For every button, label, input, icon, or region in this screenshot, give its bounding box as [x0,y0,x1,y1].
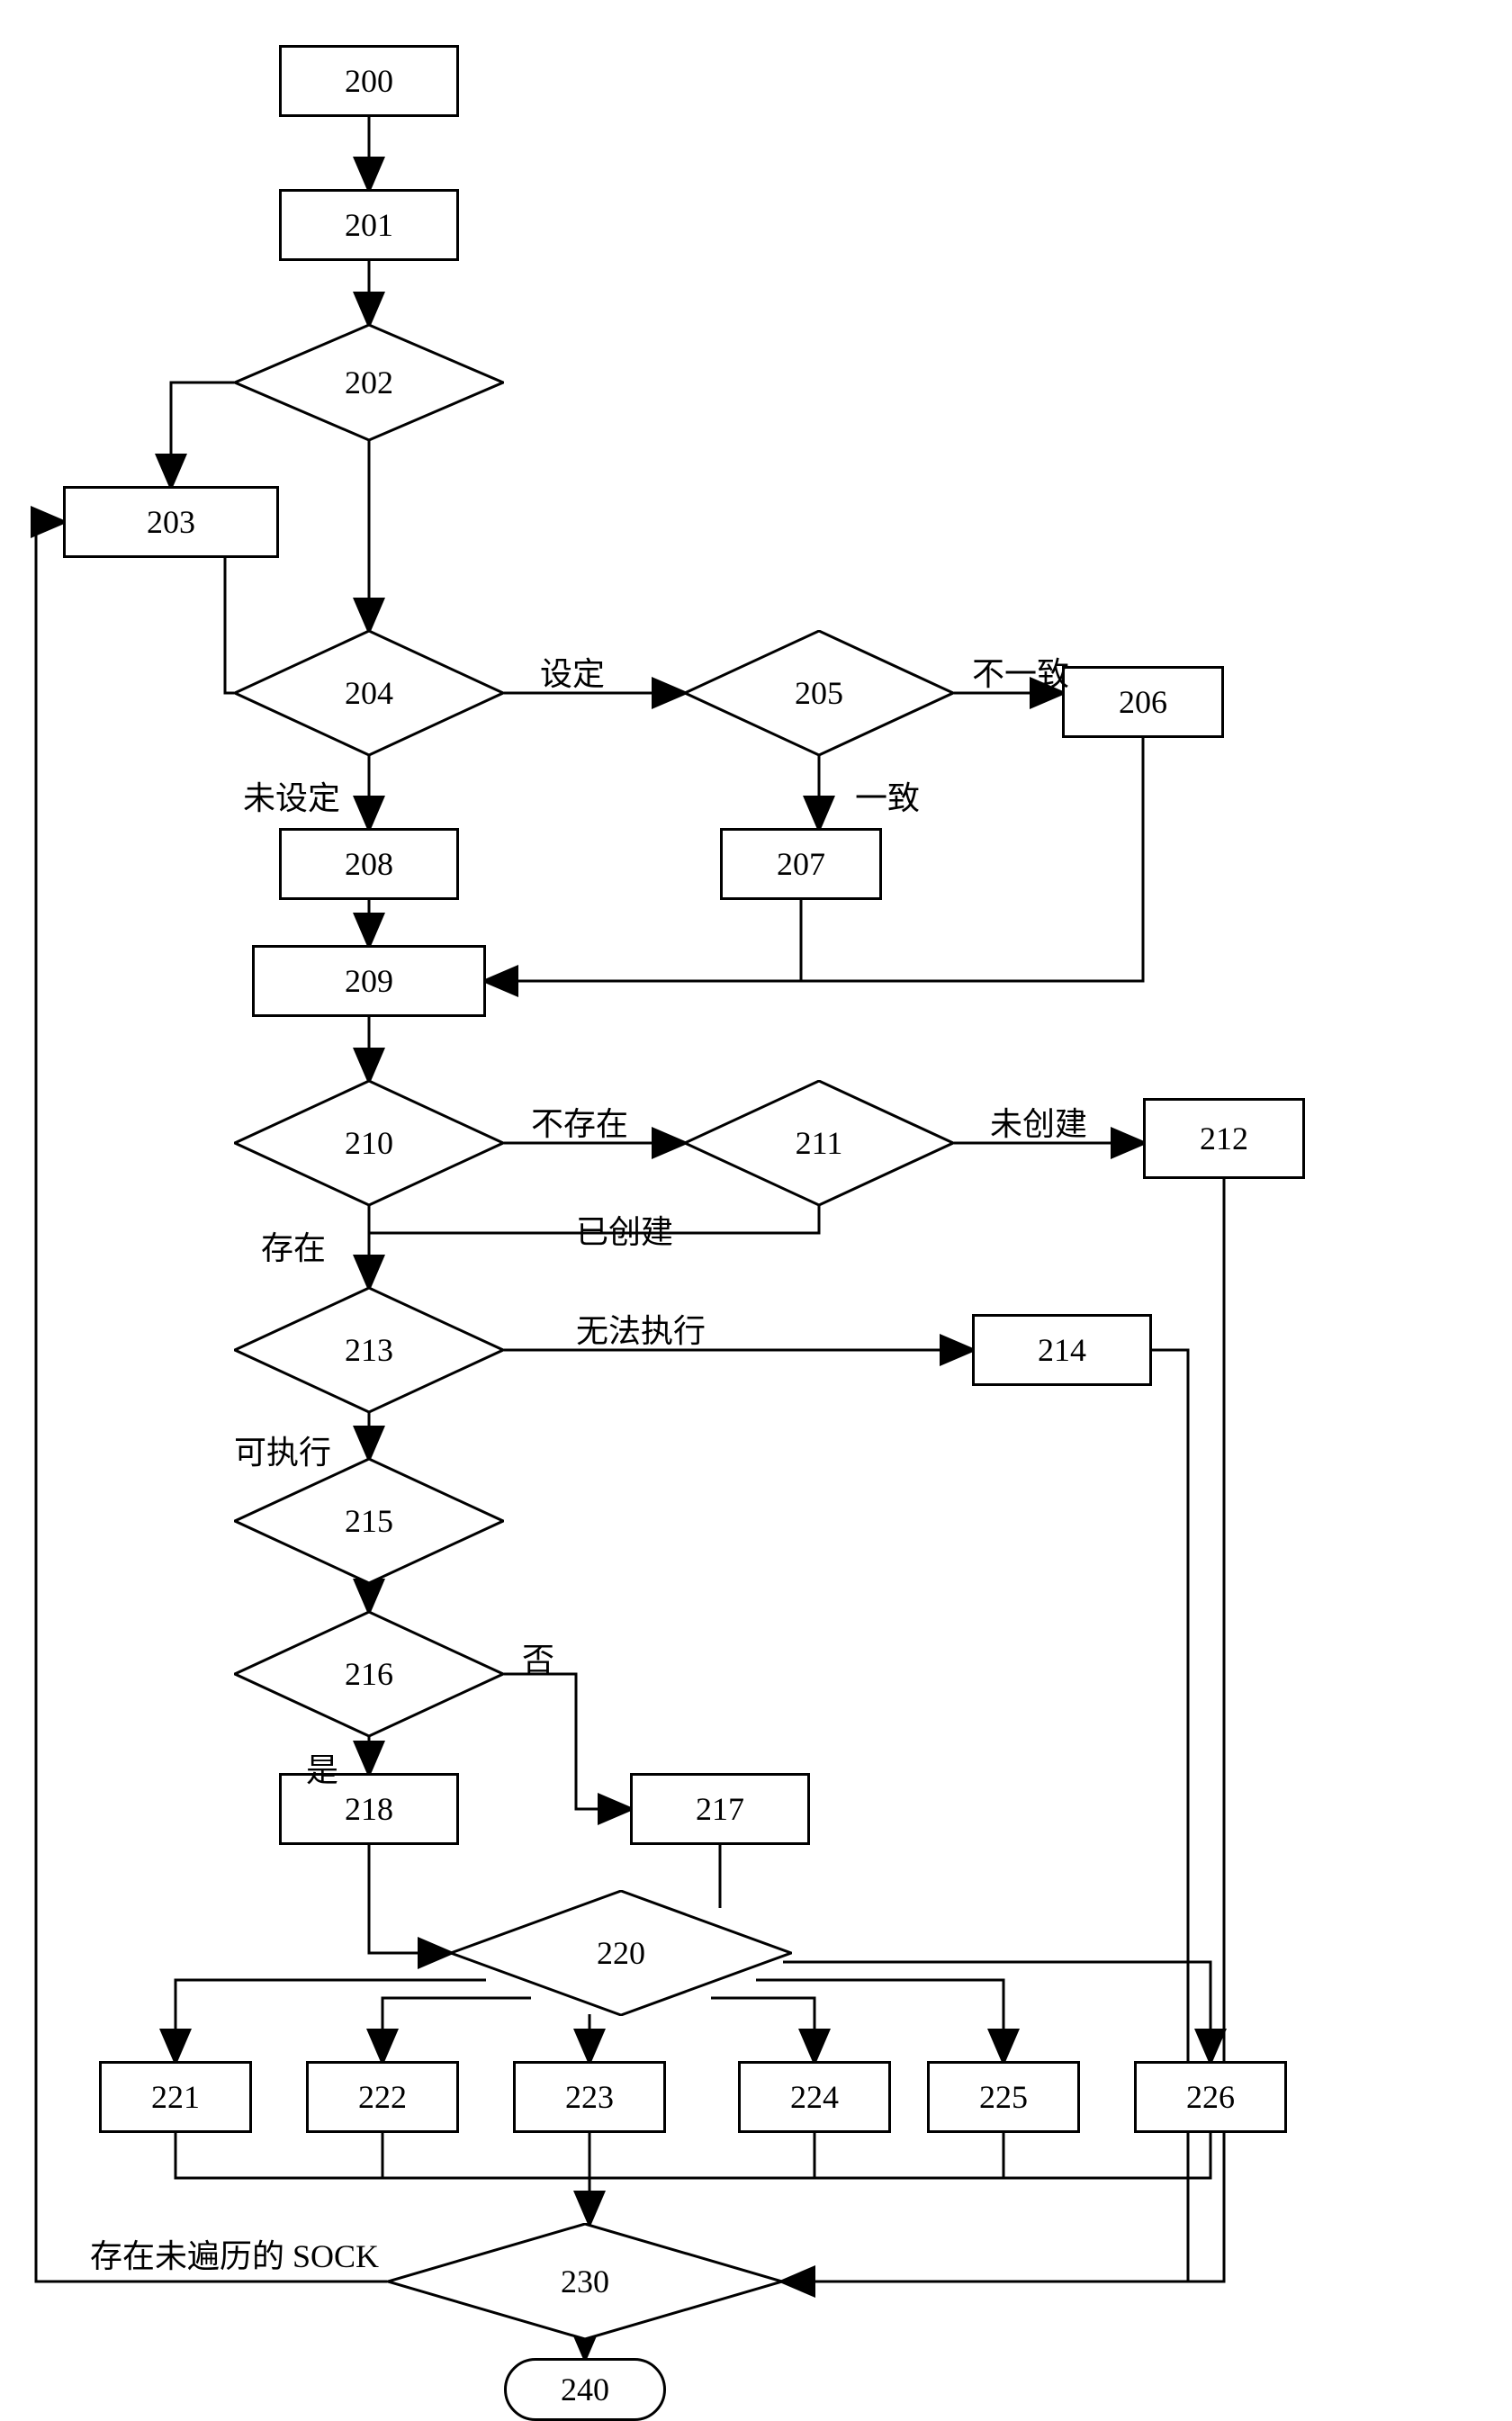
node-216: 216 [234,1611,504,1737]
edge-label: 不一致 [972,648,1069,695]
node-206: 206 [1062,666,1224,738]
node-230: 230 [387,2223,783,2340]
flowchart-canvas: 200 201 202 203 204 205 206 207 208 209 210 211 212 2… [0,0,1512,2401]
node-224: 224 [738,2061,891,2133]
node-225: 225 [927,2061,1080,2133]
node-212: 212 [1143,1098,1305,1179]
edge-label: 否 [522,1634,554,1680]
node-205: 205 [684,630,954,756]
node-214: 214 [972,1314,1152,1386]
node-220: 220 [450,1890,792,2016]
edge-label: 一致 [855,772,920,819]
edge-label: 已创建 [576,1206,673,1253]
node-201: 201 [279,189,459,261]
node-222: 222 [306,2061,459,2133]
node-200: 200 [279,45,459,117]
edge-label: 无法执行 [576,1305,706,1352]
edge-label: 不存在 [531,1098,628,1145]
node-221: 221 [99,2061,252,2133]
node-209: 209 [252,945,486,1017]
edge-label: 未创建 [990,1098,1087,1145]
edge-label: 设定 [540,648,605,695]
edge-label: 可执行 [234,1426,331,1473]
node-207: 207 [720,828,882,900]
edge-label: 存在 [261,1222,326,1269]
node-226: 226 [1134,2061,1287,2133]
node-211: 211 [684,1080,954,1206]
node-223: 223 [513,2061,666,2133]
node-204: 204 [234,630,504,756]
node-240: 240 [504,2358,666,2421]
node-215: 215 [234,1458,504,1584]
edge-label: 存在未遍历的 SOCK [90,2230,379,2277]
node-217: 217 [630,1773,810,1845]
edge-label: 是 [306,1744,338,1791]
node-203: 203 [63,486,279,558]
node-213: 213 [234,1287,504,1413]
node-202: 202 [234,324,504,441]
node-210: 210 [234,1080,504,1206]
node-208: 208 [279,828,459,900]
edge-label: 未设定 [243,772,340,819]
